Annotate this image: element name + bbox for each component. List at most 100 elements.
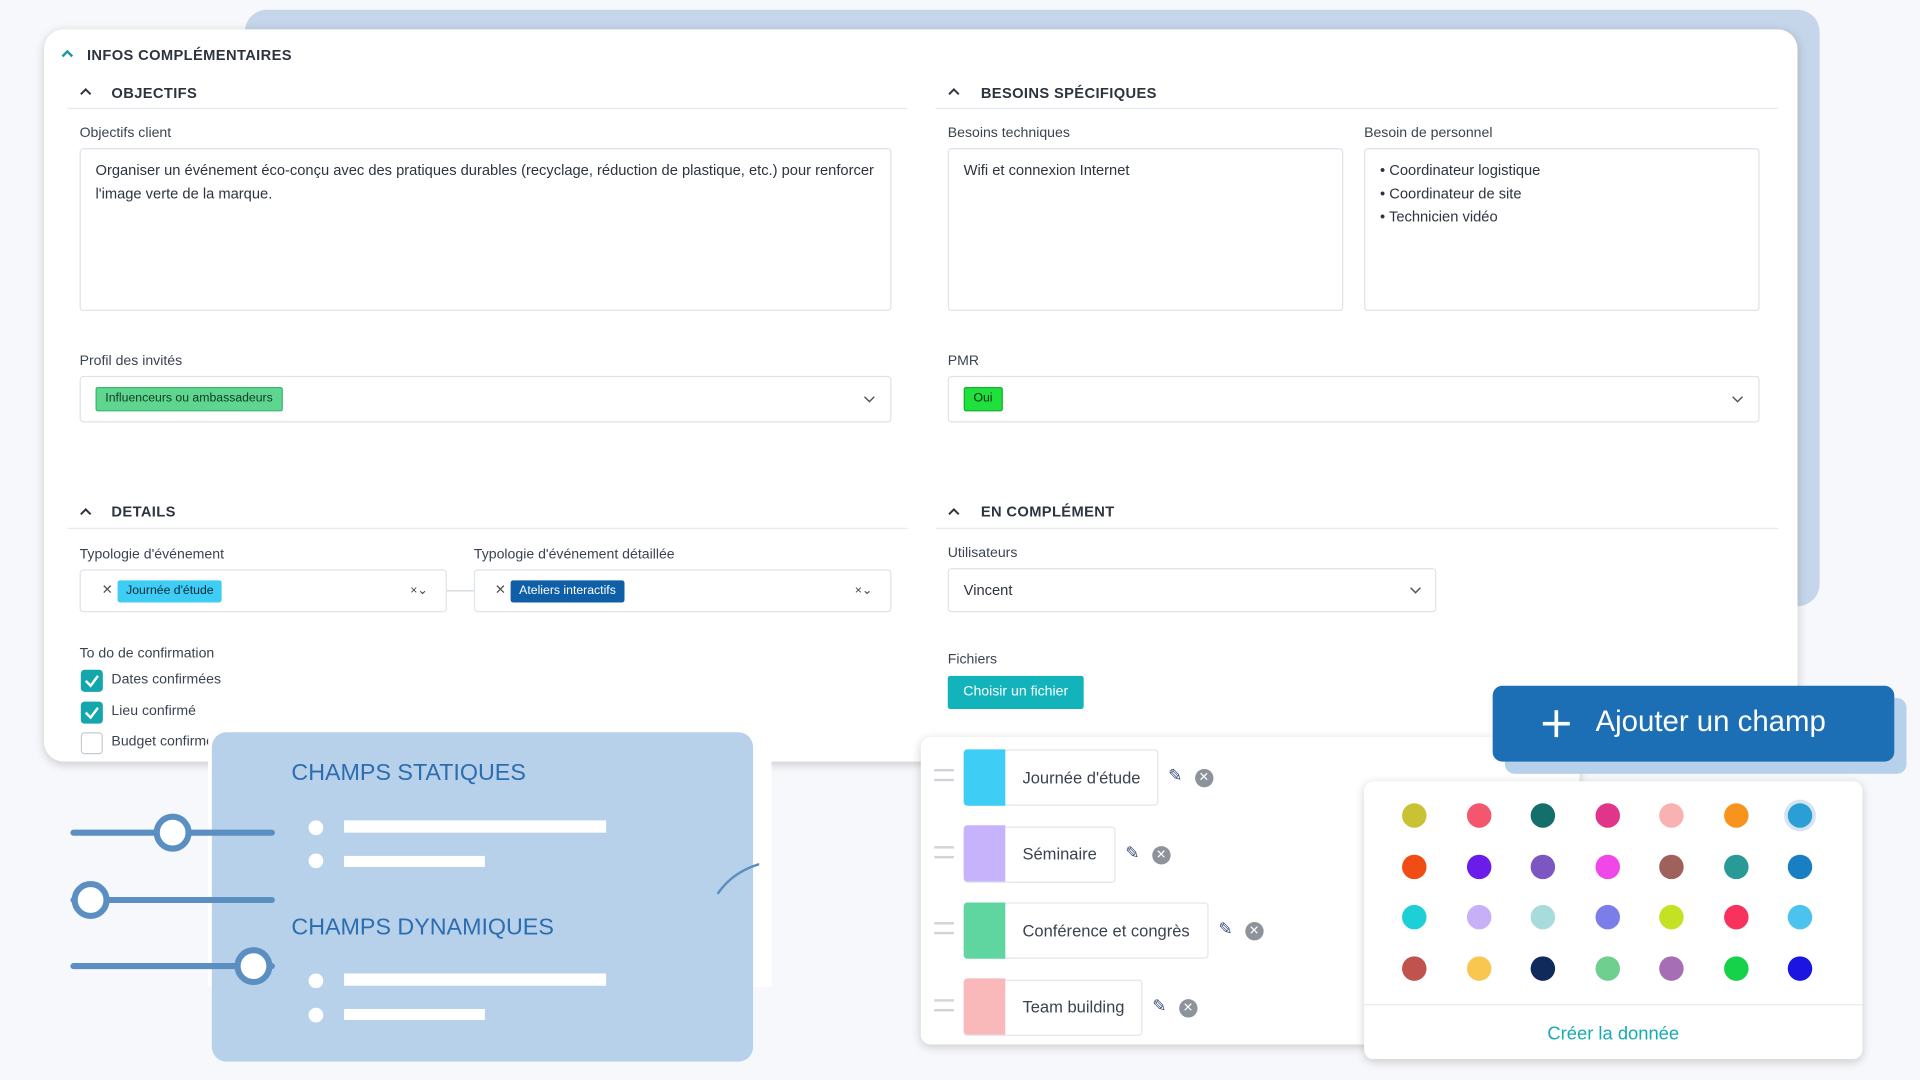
color-option[interactable]	[1659, 854, 1684, 879]
drag-handle[interactable]	[934, 768, 954, 782]
separator	[935, 527, 1778, 529]
group-title: OBJECTIFS	[111, 84, 198, 102]
color-option[interactable]	[1530, 854, 1556, 879]
color-option[interactable]	[1787, 956, 1813, 981]
value-item[interactable]: Séminaire	[963, 825, 1116, 883]
delete-icon[interactable]: ✕	[1178, 998, 1198, 1017]
color-swatch[interactable]	[963, 748, 1006, 806]
color-option[interactable]	[1594, 905, 1620, 930]
select[interactable]	[947, 568, 1437, 613]
separator	[1364, 1004, 1863, 1006]
collapse-icon[interactable]	[948, 87, 960, 97]
list-item: • Coordinateur logistique	[1380, 159, 1744, 182]
tag: Oui	[963, 386, 1003, 412]
color-option[interactable]	[1723, 854, 1748, 879]
tag: Influenceurs ou ambassadeurs	[95, 386, 283, 412]
separator	[67, 527, 908, 529]
color-option[interactable]	[1659, 803, 1684, 828]
drag-handle[interactable]	[934, 845, 954, 858]
promo-graphic	[70, 813, 760, 1023]
delete-icon[interactable]: ✕	[1151, 845, 1171, 864]
connector	[446, 590, 474, 592]
item-actions[interactable]: ✎ ✕	[1168, 765, 1214, 788]
color-option[interactable]	[1402, 854, 1427, 879]
color-option[interactable]	[1402, 803, 1427, 828]
group-title: EN COMPLÉMENT	[980, 503, 1115, 521]
create-link[interactable]: Créer la donnée	[1547, 1023, 1680, 1045]
color-option[interactable]	[1466, 803, 1491, 828]
collapse-icon[interactable]	[80, 507, 92, 517]
clear-icon[interactable]: ×⌄	[410, 584, 428, 598]
item-actions[interactable]: ✎ ✕	[1218, 918, 1264, 941]
add-button-label[interactable]: Ajouter un champ	[1595, 705, 1826, 739]
field-label: Typologie d'événement détaillée	[473, 547, 675, 563]
field-label: Besoins techniques	[947, 126, 1070, 141]
bullet: •	[1380, 184, 1390, 203]
color-option[interactable]	[1594, 854, 1620, 879]
color-option[interactable]	[1466, 905, 1491, 930]
bullet: •	[1380, 208, 1389, 226]
color-option[interactable]	[1723, 905, 1748, 930]
field-label: PMR	[947, 353, 980, 369]
promo-panel	[211, 732, 754, 1062]
checkbox[interactable]	[80, 701, 103, 724]
color-option[interactable]	[1466, 854, 1491, 879]
item-actions[interactable]: ✎ ✕	[1125, 841, 1171, 864]
checkbox-label: Dates confirmées	[111, 672, 222, 687]
clear-icon[interactable]: ×⌄	[854, 584, 873, 598]
remove-icon[interactable]: ✕	[101, 582, 113, 598]
textarea[interactable]: Organiser un événement éco-conçu avec de…	[79, 148, 892, 312]
delete-icon[interactable]: ✕	[1244, 922, 1264, 941]
value-item[interactable]: Conférence et congrès	[963, 901, 1209, 959]
checkbox[interactable]	[80, 669, 103, 692]
color-option[interactable]	[1530, 956, 1556, 981]
delete-icon[interactable]: ✕	[1194, 768, 1214, 788]
collapse-icon[interactable]	[80, 87, 92, 97]
checkbox[interactable]	[80, 732, 103, 755]
file-button[interactable]: Choisir un fichier	[947, 675, 1084, 709]
color-option[interactable]	[1723, 956, 1748, 981]
color-option[interactable]	[1787, 854, 1813, 879]
dropdown-icon[interactable]	[1409, 585, 1421, 595]
color-option[interactable]	[1659, 905, 1684, 930]
select[interactable]	[947, 375, 1760, 423]
tag: Ateliers interactifs	[510, 580, 625, 603]
color-option[interactable]	[1530, 803, 1556, 828]
edit-icon[interactable]: ✎	[1125, 841, 1140, 862]
checkbox-label: Lieu confirmé	[111, 703, 196, 719]
color-option[interactable]	[1466, 956, 1491, 981]
tag: Journée d'étude	[117, 580, 223, 603]
remove-icon[interactable]: ✕	[494, 582, 506, 598]
dropdown-icon[interactable]	[1731, 394, 1743, 404]
check-icon	[84, 675, 99, 688]
promo-title: CHAMPS DYNAMIQUES	[291, 914, 554, 941]
dropdown-icon[interactable]	[863, 394, 875, 404]
color-option[interactable]	[1594, 956, 1620, 981]
color-option[interactable]	[1402, 905, 1427, 930]
value-item[interactable]: Journée d'étude	[963, 748, 1159, 806]
value-item[interactable]: Team building	[963, 978, 1143, 1036]
collapse-icon[interactable]	[948, 507, 960, 517]
color-swatch[interactable]	[963, 825, 1006, 882]
color-swatch[interactable]	[963, 978, 1006, 1035]
color-swatch[interactable]	[963, 901, 1006, 959]
color-option[interactable]	[1530, 905, 1556, 930]
color-option[interactable]	[1402, 956, 1427, 981]
edit-icon[interactable]: ✎	[1218, 918, 1233, 938]
edit-icon[interactable]: ✎	[1152, 994, 1167, 1015]
item-actions[interactable]: ✎ ✕	[1152, 994, 1198, 1017]
drag-handle[interactable]	[934, 922, 954, 935]
collapse-icon[interactable]	[61, 49, 74, 59]
list-item-text: Coordinateur de site	[1389, 184, 1522, 203]
edit-icon[interactable]: ✎	[1168, 765, 1183, 785]
textarea[interactable]: Wifi et connexion Internet	[947, 148, 1344, 312]
color-option[interactable]	[1594, 803, 1620, 828]
drag-handle[interactable]	[934, 998, 954, 1011]
color-option[interactable]	[1787, 803, 1813, 828]
textarea[interactable]: • Coordinateur logistique • Coordinateur …	[1364, 148, 1760, 312]
color-option[interactable]	[1787, 905, 1813, 930]
color-option[interactable]	[1659, 956, 1684, 981]
promo-title: CHAMPS STATIQUES	[291, 760, 526, 787]
color-option[interactable]	[1723, 803, 1748, 828]
